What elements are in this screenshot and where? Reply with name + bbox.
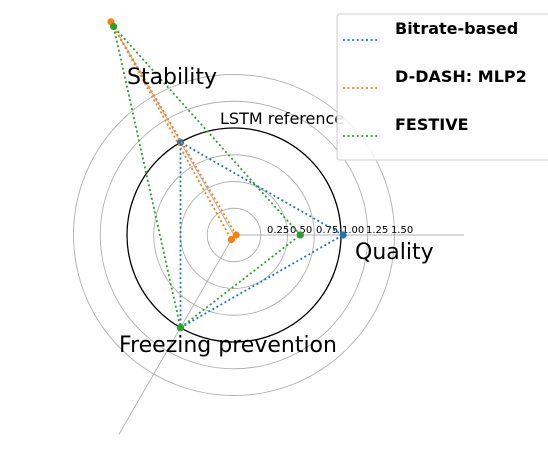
series-point [232, 231, 240, 239]
legend: Bitrate-based D-DASH: MLP2 FESTIVE [336, 13, 548, 161]
series-festive [110, 22, 304, 332]
axis-spoke [118, 35, 235, 236]
series-line [111, 23, 302, 330]
axis-label-stability: Stability [127, 65, 217, 90]
axis-spoke [118, 234, 235, 435]
series-layer [107, 18, 347, 332]
radial-tick-labels: 0.25 0.50 0.75 1.00 1.25 1.50 [267, 225, 413, 236]
series-point [296, 231, 304, 239]
radar-axes [118, 35, 465, 435]
radial-tick-label: 0.75 [316, 225, 338, 236]
series-line [179, 140, 345, 330]
legend-label: FESTIVE [395, 115, 469, 134]
radial-tick-label: 1.50 [391, 225, 413, 236]
series-point [227, 236, 235, 244]
radial-tick-label: 0.50 [290, 225, 312, 236]
lstm-reference-label: LSTM reference [220, 109, 344, 128]
legend-label: Bitrate-based [395, 19, 518, 38]
series-point [110, 22, 118, 31]
legend-item: D-DASH: MLP2 [343, 67, 527, 89]
radial-tick-label: 1.00 [342, 225, 364, 236]
legend-item: Bitrate-based [343, 19, 518, 41]
legend-item: FESTIVE [343, 115, 469, 137]
axis-labels: Quality Stability Freezing prevention [119, 65, 434, 358]
legend-label: D-DASH: MLP2 [395, 67, 527, 86]
radial-tick-label: 0.25 [267, 225, 289, 236]
series-point [339, 231, 347, 239]
radial-tick-label: 1.25 [366, 225, 388, 236]
series-point [176, 324, 185, 332]
axis-label-freezing-prevention: Freezing prevention [119, 333, 337, 358]
legend-box [336, 13, 548, 161]
axis-label-quality: Quality [355, 240, 434, 265]
